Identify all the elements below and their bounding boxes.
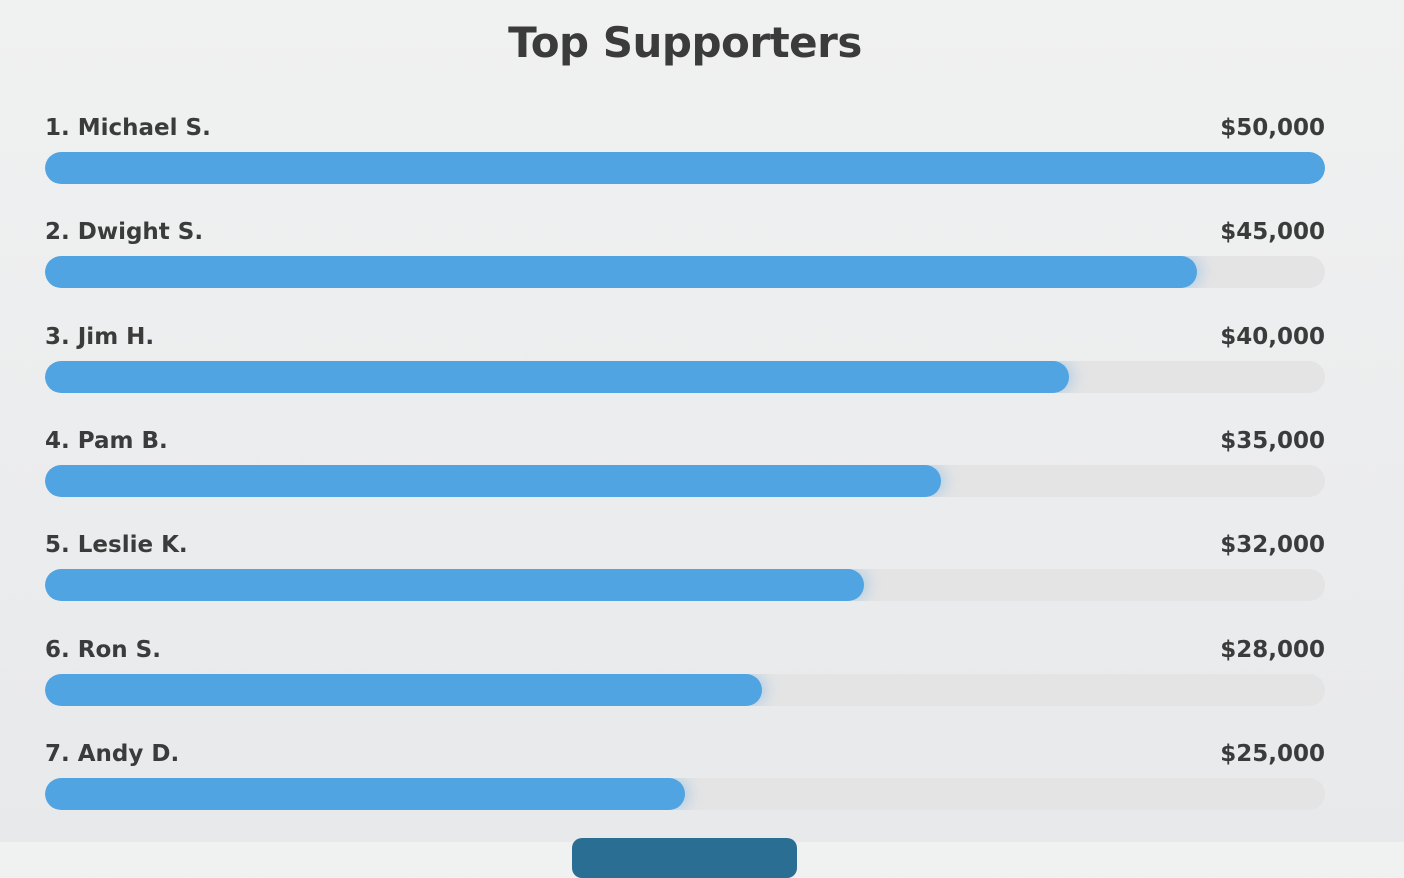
progress-track (45, 777, 1325, 810)
progress-bar (45, 256, 1197, 289)
progress-track (45, 569, 1325, 602)
progress-bar (45, 152, 1325, 184)
supporter-name: 1. Michael S. (45, 115, 211, 141)
title: Top Supporters (508, 18, 862, 67)
progress-bar (45, 777, 685, 810)
supporter-row: 5. Leslie K. $32,000 (45, 532, 1325, 612)
amount-label: $28,000 (1220, 636, 1325, 663)
supporter-name: 5. Leslie K. (45, 532, 188, 559)
supporter-row: 2. Dwight S. $45,000 (45, 219, 1325, 299)
progress-track (45, 152, 1325, 184)
amount-label: $50,000 (1220, 115, 1325, 141)
amount-label: $35,000 (1220, 427, 1325, 454)
supporter-row: 1. Michael S. $50,000 (45, 115, 1325, 195)
amount-label: $45,000 (1220, 219, 1325, 246)
progress-bar (45, 464, 941, 497)
supporter-name: 4. Pam B. (45, 427, 168, 454)
supporter-name: 2. Dwight S. (45, 219, 204, 246)
supporter-name: 3. Jim H. (45, 323, 155, 350)
progress-bar (45, 673, 762, 706)
supporter-row: 6. Ron S. $28,000 (45, 637, 1325, 717)
supporter-row: 3. Jim H. $40,000 (45, 324, 1325, 404)
supporter-name: 7. Andy D. (45, 740, 180, 767)
progress-track (45, 256, 1325, 289)
progress-bar (45, 569, 865, 602)
amount-label: $32,000 (1220, 532, 1325, 559)
amount-label: $40,000 (1220, 323, 1325, 350)
button[interactable] (572, 838, 797, 878)
supporter-name: 6. Ron S. (45, 636, 161, 663)
supporter-row: 4. Pam B. $35,000 (45, 428, 1325, 508)
progress-bar (45, 360, 1069, 393)
supporter-row: 7. Andy D. $25,000 (45, 741, 1325, 821)
amount-label: $25,000 (1220, 740, 1325, 767)
progress-track (45, 673, 1325, 706)
progress-track (45, 360, 1325, 393)
progress-track (45, 464, 1325, 497)
